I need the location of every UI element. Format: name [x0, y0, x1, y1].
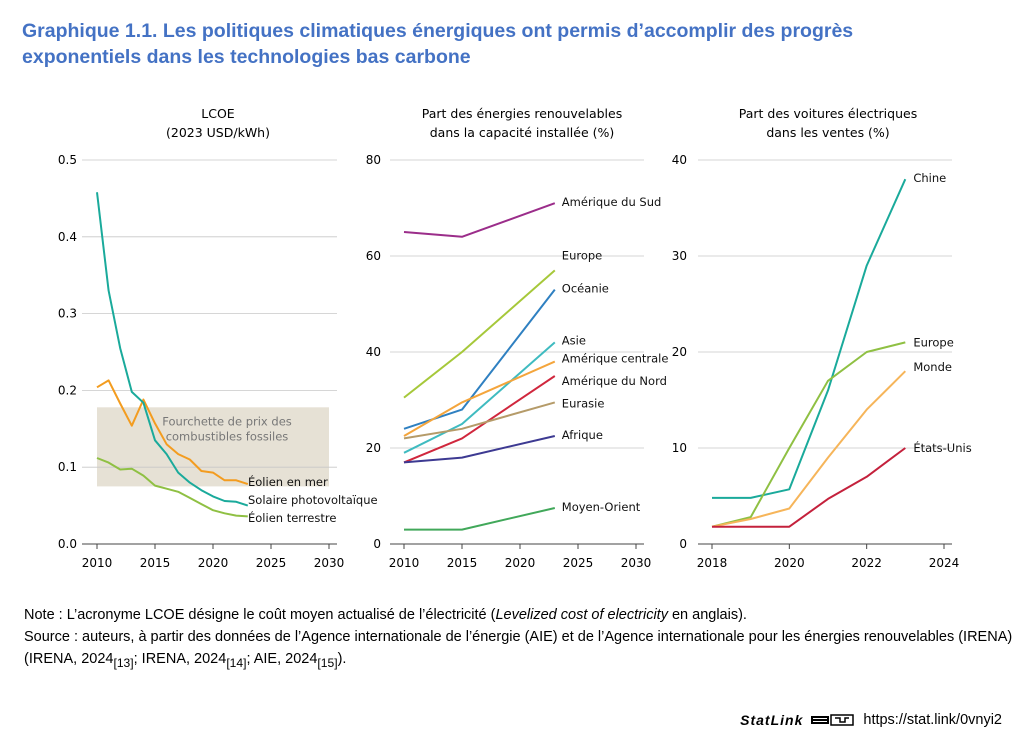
ref-13: [13]: [113, 655, 134, 670]
ref-15: [15]: [317, 655, 338, 670]
series-label: Asie: [562, 333, 586, 347]
series-label: Solaire photovoltaïque: [248, 493, 378, 507]
series-label: Éolien en mer: [248, 474, 328, 489]
x-tick-label: 2018: [697, 556, 728, 570]
series-label: Éolien terrestre: [248, 510, 336, 525]
x-tick-label: 2010: [82, 556, 113, 570]
y-tick-label: 0.0: [58, 537, 77, 551]
series-line: [403, 341, 556, 454]
series-line: [403, 401, 556, 440]
y-tick-label: 30: [672, 249, 687, 263]
series-label: Afrique: [562, 428, 603, 442]
x-tick-label: 2015: [140, 556, 171, 570]
series-line: [403, 269, 556, 399]
series-label: Eurasie: [562, 396, 605, 410]
notes: Note : L’acronyme LCOE désigne le coût m…: [24, 604, 1014, 674]
y-tick-label: 0.3: [58, 307, 77, 321]
y-tick-label: 80: [366, 153, 381, 167]
band-label-line: combustibles fossiles: [166, 429, 289, 443]
y-tick-label: 0.5: [58, 153, 77, 167]
chart-1-title-line: LCOE: [201, 106, 235, 121]
y-tick-label: 60: [366, 249, 381, 263]
x-tick-label: 2022: [851, 556, 882, 570]
charts-figure: LCOE (2023 USD/kWh) Fourchette de prix des…: [58, 106, 972, 570]
title-line-1: Graphique 1.1. Les politiques climatique…: [22, 20, 854, 42]
x-tick-label: 2030: [621, 556, 652, 570]
statlink-logo-icon: [811, 714, 855, 726]
note-text: Note : L’acronyme LCOE désigne le coût m…: [24, 607, 747, 623]
series-label: Chine: [913, 171, 946, 185]
series-line: [96, 457, 248, 518]
x-tick-label: 2015: [447, 556, 478, 570]
series-line: [96, 192, 249, 507]
series-line: [96, 379, 249, 486]
series-label: Amérique du Sud: [562, 195, 662, 209]
series-label: Océanie: [562, 282, 609, 296]
statlink-url[interactable]: https://stat.link/0vnyi2: [863, 712, 1002, 728]
series-label: Monde: [913, 360, 952, 374]
y-tick-label: 0.2: [58, 383, 77, 397]
chart-3-title-line: dans les ventes (%): [766, 125, 889, 140]
x-tick-label: 2010: [389, 556, 420, 570]
y-tick-label: 40: [672, 153, 687, 167]
series-label: Europe: [562, 248, 602, 262]
statlink-brand: StatLink: [740, 712, 804, 728]
series-line: [403, 288, 556, 430]
series-line: [712, 178, 907, 499]
series-line: [711, 370, 907, 528]
series-label: Moyen-Orient: [562, 500, 641, 514]
y-tick-label: 0.4: [58, 230, 77, 244]
note-italic: Levelized cost of electricity: [495, 607, 668, 623]
series-label: Amérique du Nord: [562, 374, 667, 388]
x-tick-label: 2020: [505, 556, 536, 570]
x-tick-label: 2025: [256, 556, 287, 570]
chart-3: Part des voitures électriques dans les ve…: [672, 106, 972, 570]
y-tick-label: 20: [672, 345, 687, 359]
series-line: [403, 375, 556, 464]
band-label-line: Fourchette de prix des: [162, 414, 292, 428]
y-tick-label: 0: [373, 537, 381, 551]
series-label: États-Unis: [913, 440, 971, 455]
series-line: [404, 507, 556, 531]
series-line: [711, 341, 906, 528]
series-line: [403, 360, 556, 437]
y-tick-label: 10: [672, 441, 687, 455]
chart-2-title-line: dans la capacité installée (%): [430, 125, 615, 140]
series-label: Amérique centrale: [562, 352, 669, 366]
y-tick-label: 40: [366, 345, 381, 359]
chart-2: Part des énergies renouvelables dans la c…: [366, 106, 669, 570]
page-title: Graphique 1.1. Les politiques climatique…: [22, 18, 1002, 70]
chart-3-title-line: Part des voitures électriques: [739, 106, 917, 121]
source-text: Source : auteurs, à partir des données d…: [24, 629, 1013, 670]
series-line: [403, 202, 556, 238]
x-tick-label: 2030: [314, 556, 345, 570]
x-tick-label: 2020: [774, 556, 805, 570]
x-tick-label: 2025: [563, 556, 594, 570]
y-tick-label: 0.1: [58, 460, 77, 474]
series-label: Europe: [913, 335, 953, 349]
chart-1-title-line: (2023 USD/kWh): [166, 125, 270, 140]
statlink[interactable]: StatLink https://stat.link/0vnyi2: [740, 712, 1002, 728]
title-line-2: exponentiels dans les technologies bas c…: [22, 46, 471, 68]
series-line: [712, 447, 906, 528]
y-tick-label: 20: [366, 441, 381, 455]
ref-14: [14]: [226, 655, 247, 670]
chart-2-title-line: Part des énergies renouvelables: [422, 106, 622, 121]
x-tick-label: 2020: [198, 556, 229, 570]
y-tick-label: 0: [679, 537, 687, 551]
series-line: [403, 435, 556, 464]
chart-1: LCOE (2023 USD/kWh) Fourchette de prix des…: [58, 106, 378, 570]
x-tick-label: 2024: [929, 556, 960, 570]
